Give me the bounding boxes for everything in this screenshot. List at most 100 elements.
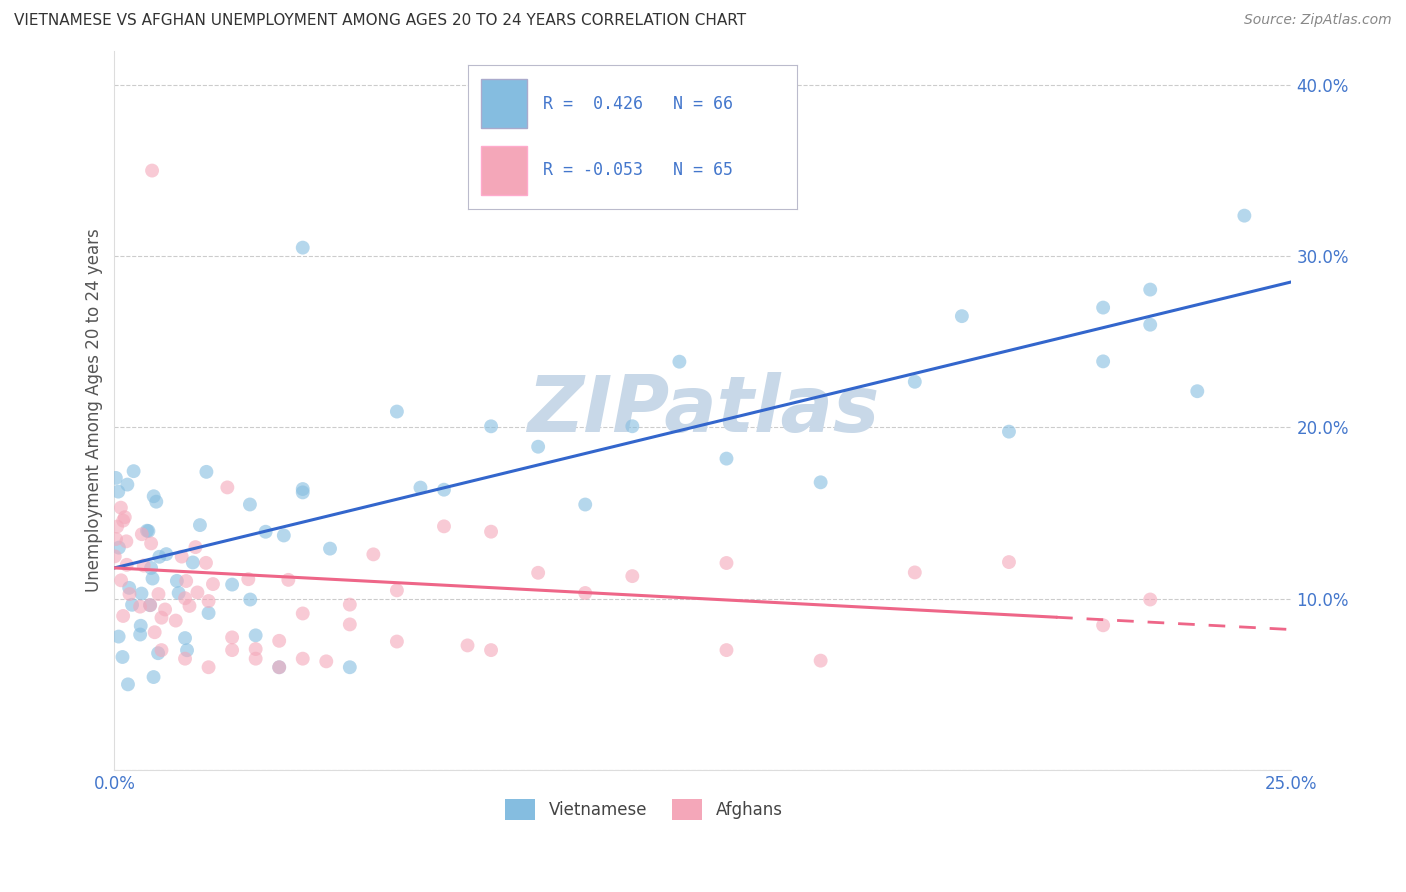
Point (110, 500, 132, 515)
Point (129, 619, 152, 633)
Point (105, 532, 128, 546)
Point (385, 583, 408, 598)
Point (141, 163, 163, 178)
Point (269, 660, 291, 674)
Point (110, 574, 132, 588)
Point (810, 475, 832, 490)
Point (107, 630, 129, 644)
Point (621, 419, 644, 434)
Point (142, 670, 165, 684)
Point (197, 606, 219, 620)
Point (1233, 209, 1256, 223)
Point (479, 419, 502, 434)
Point (950, 309, 973, 323)
Point (132, 558, 155, 573)
Point (479, 643, 502, 657)
Point (1092, 618, 1115, 632)
Point (239, 498, 262, 512)
Point (433, 483, 456, 497)
Point (245, 642, 267, 657)
Point (145, 494, 167, 508)
Point (1187, 384, 1209, 399)
Point (148, 587, 170, 601)
Point (479, 524, 502, 539)
Point (179, 599, 201, 613)
Point (1139, 318, 1161, 332)
Point (527, 566, 550, 580)
Point (409, 481, 432, 495)
Point (139, 561, 162, 575)
Point (188, 518, 211, 533)
Point (108, 541, 131, 555)
Point (197, 594, 219, 608)
Point (112, 609, 135, 624)
Point (117, 477, 139, 491)
Point (114, 510, 136, 524)
Point (174, 651, 197, 665)
Point (904, 375, 927, 389)
Point (129, 627, 152, 641)
Point (150, 610, 173, 624)
Point (273, 528, 295, 542)
Point (174, 574, 197, 588)
Point (291, 485, 314, 500)
Point (291, 482, 314, 496)
Point (221, 643, 243, 657)
Point (195, 465, 218, 479)
Point (1092, 354, 1115, 368)
Point (621, 569, 644, 583)
Point (148, 549, 170, 564)
Point (104, 471, 127, 485)
Legend: Vietnamese, Afghans: Vietnamese, Afghans (499, 793, 789, 826)
Point (221, 577, 243, 591)
Point (277, 573, 299, 587)
Point (810, 654, 832, 668)
Point (111, 650, 134, 665)
Point (238, 572, 260, 586)
Point (245, 651, 267, 665)
Point (201, 577, 224, 591)
Point (217, 480, 239, 494)
Point (1139, 592, 1161, 607)
Point (1139, 283, 1161, 297)
Point (254, 524, 277, 539)
Point (107, 484, 129, 499)
Point (176, 643, 198, 657)
Point (433, 519, 456, 533)
Point (139, 598, 162, 612)
Point (245, 628, 267, 642)
Point (150, 643, 173, 657)
Point (716, 451, 738, 466)
Point (184, 540, 207, 554)
Point (112, 514, 135, 528)
Point (146, 646, 169, 660)
Point (139, 598, 162, 612)
Point (136, 524, 159, 538)
Point (121, 598, 143, 612)
Point (122, 464, 145, 478)
Point (457, 639, 479, 653)
Point (716, 556, 738, 570)
Point (131, 527, 153, 541)
Point (363, 547, 385, 561)
Point (118, 581, 141, 595)
Point (574, 586, 596, 600)
Point (155, 547, 177, 561)
Point (105, 519, 128, 533)
Point (118, 587, 141, 601)
Point (115, 558, 138, 572)
Point (143, 625, 166, 640)
Point (129, 599, 152, 614)
Point (668, 354, 690, 368)
Point (904, 566, 927, 580)
Point (170, 549, 193, 564)
Point (138, 524, 160, 538)
Point (291, 607, 314, 621)
Point (385, 404, 408, 418)
Point (998, 555, 1021, 569)
Point (527, 440, 550, 454)
Point (197, 660, 219, 674)
Point (291, 651, 314, 665)
Point (131, 586, 153, 600)
Point (139, 536, 162, 550)
